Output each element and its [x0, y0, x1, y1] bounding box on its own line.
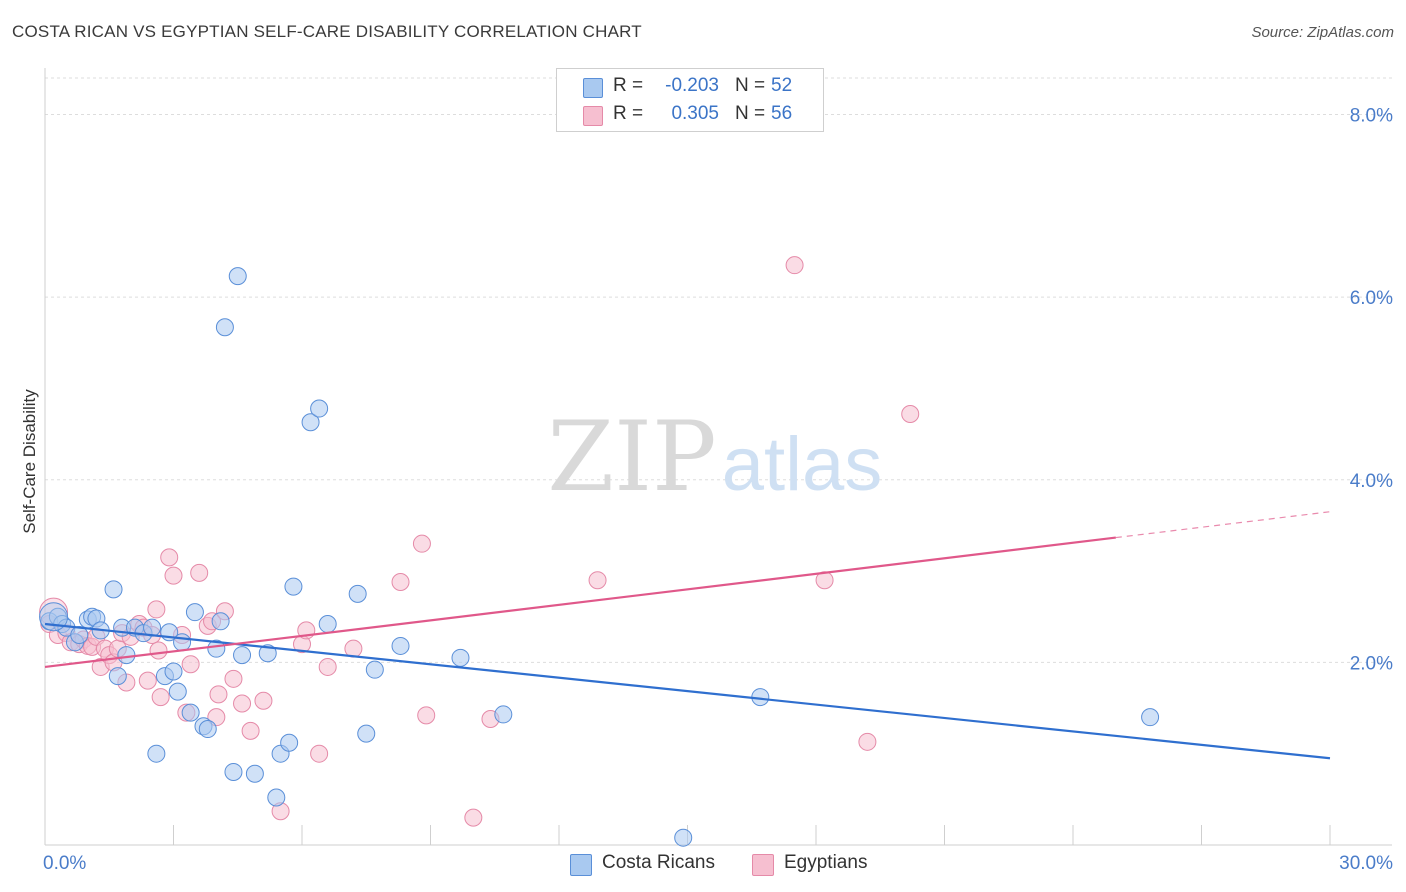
legend-r-label: R =	[613, 75, 644, 96]
costa-rican-point	[207, 639, 226, 658]
legend-row-egyptians: R = 0.305 N = 56	[557, 101, 823, 129]
egyptian-point	[190, 563, 209, 582]
egyptian-trend-extension	[1115, 511, 1331, 539]
egyptian-point	[209, 685, 228, 704]
costa-rican-point	[391, 636, 410, 655]
costa-rican-point	[185, 603, 204, 622]
legend-swatch-blue	[583, 78, 603, 98]
costa-rican-point	[198, 720, 217, 739]
costa-rican-point	[318, 615, 337, 634]
egyptian-point	[254, 691, 273, 710]
legend-r-value: -0.203	[665, 75, 719, 96]
watermark: ZIP atlas	[547, 401, 882, 513]
egyptian-point	[160, 548, 179, 567]
costa-rican-point	[267, 788, 286, 807]
costa-rican-point	[164, 662, 183, 681]
costa-rican-point	[284, 577, 303, 596]
egyptian-trend-line	[44, 536, 1116, 669]
costa-rican-point	[70, 625, 89, 644]
gridlines	[45, 77, 1392, 663]
legend-n-value: 56	[771, 103, 793, 124]
legend-n-label: N =	[735, 75, 766, 96]
legend-row-costa-ricans: R = -0.203 N = 52	[557, 73, 823, 101]
legend-label: Costa Ricans	[602, 852, 715, 873]
egyptian-point	[464, 808, 483, 827]
costa-rican-point	[224, 762, 243, 781]
costa-rican-point	[245, 764, 264, 783]
costa-rican-point	[301, 413, 320, 432]
costa-rican-point	[258, 644, 277, 663]
costa-rican-point	[104, 580, 123, 599]
costa-rican-point	[117, 646, 136, 665]
costa-rican-point	[228, 267, 247, 286]
costa-rican-point	[357, 724, 376, 743]
x-tick-label: 0.0%	[43, 853, 86, 874]
costa-rican-point	[451, 648, 470, 667]
legend-swatch-pink	[583, 106, 603, 126]
data-points	[39, 256, 1160, 847]
costa-rican-point	[147, 744, 166, 763]
egyptian-point	[147, 600, 166, 619]
y-tick-label: 2.0%	[1350, 653, 1393, 674]
costa-rican-point	[365, 660, 384, 679]
egyptian-point	[149, 641, 168, 660]
legend-label: Egyptians	[784, 852, 868, 873]
chart-source: Source: ZipAtlas.com	[1251, 24, 1394, 41]
costa-rican-point	[280, 733, 299, 752]
y-tick-label: 6.0%	[1350, 288, 1393, 309]
egyptian-point	[241, 721, 260, 740]
egyptian-point	[417, 706, 436, 725]
costa-rican-point	[348, 584, 367, 603]
egyptian-point	[391, 573, 410, 592]
egyptian-point	[224, 669, 243, 688]
egyptian-point	[151, 688, 170, 707]
x-tick-label: 30.0%	[1339, 853, 1393, 874]
y-tick-label: 8.0%	[1350, 106, 1393, 127]
x-tick-labels: 0.0% 30.0%	[43, 853, 1393, 874]
egyptian-point	[858, 732, 877, 751]
watermark-zip: ZIP	[547, 401, 716, 513]
costa-rican-point	[211, 612, 230, 631]
costa-rican-point	[181, 703, 200, 722]
egyptian-point	[318, 657, 337, 676]
chart-title: COSTA RICAN VS EGYPTIAN SELF-CARE DISABI…	[12, 22, 642, 41]
egyptian-point	[181, 655, 200, 674]
costa-rican-point	[310, 399, 329, 418]
y-tick-labels: 2.0% 4.0% 6.0% 8.0%	[1350, 106, 1393, 675]
legend-n-label: N =	[735, 103, 766, 124]
axes	[44, 68, 1392, 846]
egyptian-point	[588, 571, 607, 590]
costa-rican-trend-line	[44, 622, 1331, 760]
egyptian-point	[310, 744, 329, 763]
y-tick-label: 4.0%	[1350, 471, 1393, 492]
costa-rican-point	[1141, 708, 1160, 727]
watermark-atlas: atlas	[722, 422, 883, 507]
egyptian-point	[233, 694, 252, 713]
costa-rican-point	[494, 705, 513, 724]
costa-rican-point	[674, 828, 693, 847]
costa-rican-point	[173, 633, 192, 652]
egyptian-point	[901, 405, 920, 424]
legend-r-value: 0.305	[671, 103, 719, 124]
egyptian-point	[138, 671, 157, 690]
costa-rican-point	[108, 667, 127, 686]
costa-rican-point	[233, 646, 252, 665]
egyptian-point	[164, 566, 183, 585]
egyptian-point	[412, 534, 431, 553]
legend-r-label: R =	[613, 103, 644, 124]
legend-swatch-pink	[752, 854, 774, 876]
correlation-legend: R = -0.203 N = 52 R = 0.305 N = 56	[556, 68, 824, 132]
egyptian-point	[785, 256, 804, 275]
costa-rican-point	[215, 318, 234, 337]
y-axis-label: Self-Care Disability	[20, 389, 39, 534]
trend-lines	[44, 511, 1331, 760]
legend-swatch-blue	[570, 854, 592, 876]
costa-rican-point	[168, 682, 187, 701]
legend-n-value: 52	[771, 75, 793, 96]
